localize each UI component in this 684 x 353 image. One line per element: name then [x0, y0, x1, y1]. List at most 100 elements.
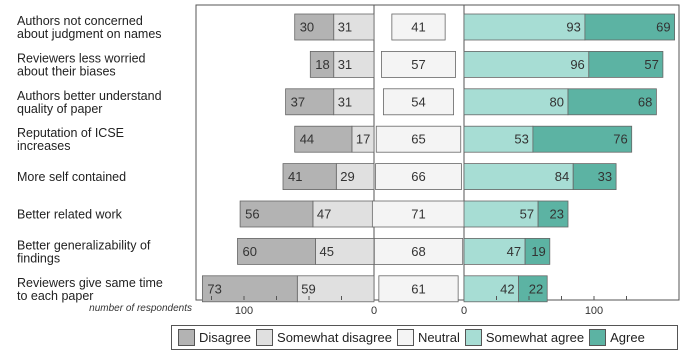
bar-agree — [524, 237, 551, 265]
value-label: 29 — [340, 169, 354, 184]
value-label: 66 — [411, 169, 425, 184]
value-label: 19 — [531, 244, 545, 259]
bar-agree — [532, 125, 633, 153]
category-label: Reputation of ICSE increases — [17, 126, 124, 153]
legend-label: Agree — [610, 330, 645, 345]
legend-item: Agree — [589, 329, 645, 346]
bar-somewhat-disagree — [312, 200, 375, 228]
bar-disagree — [285, 88, 335, 116]
tick-label: 0 — [461, 305, 467, 317]
bar-somewhat-disagree — [333, 13, 375, 41]
value-label: 60 — [243, 244, 257, 259]
value-label: 45 — [320, 244, 334, 259]
value-label: 57 — [411, 57, 425, 72]
value-label: 31 — [338, 94, 352, 109]
value-label: 56 — [245, 207, 259, 222]
legend-item: Neutral — [396, 329, 460, 346]
value-label: 47 — [317, 207, 331, 222]
value-label: 17 — [356, 132, 370, 147]
value-label: 68 — [638, 94, 652, 109]
bar-somewhat-agree — [463, 275, 519, 303]
value-label: 73 — [207, 281, 221, 296]
category-label: Better related work — [17, 208, 123, 222]
bar-somewhat-agree — [463, 88, 569, 116]
bar-neutral — [381, 51, 456, 78]
bar-somewhat-agree — [463, 125, 534, 153]
bar-somewhat-disagree — [333, 88, 375, 116]
x-axis-title: number of respondents — [89, 303, 192, 314]
value-label: 57 — [644, 57, 658, 72]
bar-disagree — [309, 51, 335, 78]
category-label: Authors better understand quality of pape… — [17, 89, 162, 116]
legend-item: Somewhat agree — [464, 329, 585, 346]
legend-swatch — [256, 329, 274, 346]
bar-disagree — [237, 237, 316, 265]
value-label: 30 — [300, 20, 314, 35]
value-label: 57 — [520, 207, 534, 222]
category-label: Reviewers give same time to each paper — [17, 276, 163, 303]
value-label: 42 — [500, 281, 514, 296]
value-label: 44 — [300, 132, 314, 147]
value-label: 47 — [507, 244, 521, 259]
bar-neutral — [382, 88, 454, 116]
legend-swatch — [464, 329, 482, 346]
legend-label: Somewhat agree — [485, 330, 585, 345]
value-label: 76 — [613, 132, 627, 147]
bar-neutral — [373, 237, 464, 265]
legend-label: Disagree — [199, 330, 252, 345]
value-label: 41 — [411, 20, 425, 35]
value-label: 65 — [411, 132, 425, 147]
bar-somewhat-disagree — [296, 275, 375, 303]
tick-label: 100 — [235, 305, 253, 317]
value-label: 68 — [411, 244, 425, 259]
legend: Disagree Somewhat disagree Neutral Somewhat… — [171, 325, 678, 350]
value-label: 84 — [555, 169, 569, 184]
likert-chart: Authors not concerned about judgment on n… — [17, 4, 680, 317]
bar-agree — [584, 13, 676, 41]
bar-disagree — [282, 163, 337, 191]
value-label: 80 — [550, 94, 564, 109]
bar-neutral — [378, 275, 459, 303]
category-label: Reviewers less worried about their biases — [17, 51, 146, 78]
value-label: 93 — [566, 20, 580, 35]
value-label: 23 — [550, 207, 564, 222]
bar-disagree — [294, 125, 353, 153]
value-label: 22 — [529, 281, 543, 296]
value-label: 31 — [338, 57, 352, 72]
bar-agree — [537, 200, 569, 228]
bar-agree — [518, 275, 548, 303]
legend-swatch — [396, 329, 414, 346]
value-label: 71 — [411, 207, 425, 222]
bar-neutral — [391, 13, 446, 41]
value-label: 61 — [411, 281, 425, 296]
legend-item: Somewhat disagree — [256, 329, 392, 346]
value-label: 41 — [288, 169, 302, 184]
value-label: 33 — [598, 169, 612, 184]
legend-label: Somewhat disagree — [277, 330, 392, 345]
legend-swatch — [178, 329, 195, 346]
bar-somewhat-agree — [463, 13, 586, 41]
value-label: 37 — [291, 94, 305, 109]
bar-neutral — [375, 125, 462, 153]
value-label: 69 — [656, 20, 670, 35]
tick-label: 0 — [371, 305, 377, 317]
bar-somewhat-disagree — [315, 237, 375, 265]
value-label: 18 — [315, 57, 329, 72]
value-label: 96 — [570, 57, 584, 72]
legend-swatch — [589, 329, 607, 346]
bar-agree — [572, 163, 617, 191]
bar-agree — [588, 51, 664, 78]
value-label: 53 — [514, 132, 528, 147]
bar-agree — [567, 88, 657, 116]
bar-neutral — [375, 163, 462, 191]
tick-label: 100 — [585, 305, 603, 317]
legend-label: Neutral — [417, 330, 460, 345]
category-label: Better generalizability of findings — [17, 238, 151, 265]
bar-neutral — [371, 200, 466, 228]
bar-somewhat-disagree — [335, 163, 375, 191]
category-label: More self contained — [17, 170, 126, 184]
category-label: Authors not concerned about judgment on n… — [17, 14, 162, 41]
bar-disagree — [294, 13, 335, 41]
bar-somewhat-agree — [463, 200, 539, 228]
legend-item: Disagree — [178, 329, 251, 346]
